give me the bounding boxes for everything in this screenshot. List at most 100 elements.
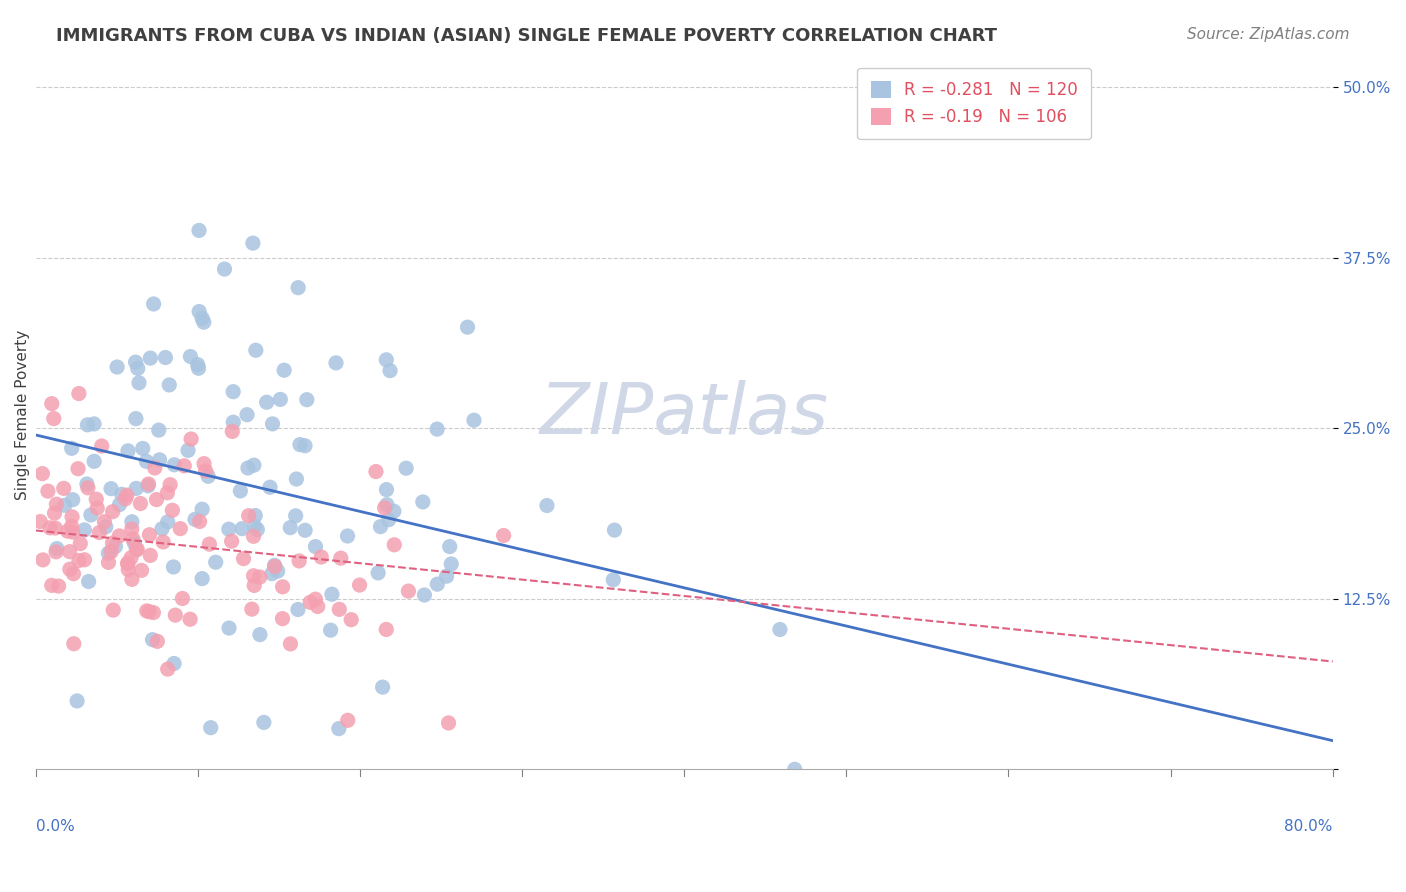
Cuba bbox=[77, 574, 100, 589]
Indian bbox=[188, 515, 211, 529]
Indian bbox=[37, 484, 59, 499]
Indian bbox=[280, 637, 302, 651]
Cuba bbox=[141, 632, 163, 647]
Cuba bbox=[218, 522, 240, 536]
Indian bbox=[328, 602, 350, 616]
Indian bbox=[101, 505, 124, 519]
Cuba bbox=[148, 453, 170, 467]
Cuba bbox=[60, 442, 83, 456]
Indian bbox=[159, 477, 181, 491]
Legend: R = -0.281   N = 120, R = -0.19   N = 106: R = -0.281 N = 120, R = -0.19 N = 106 bbox=[858, 68, 1091, 139]
Cuba bbox=[157, 378, 180, 392]
Cuba bbox=[111, 487, 134, 501]
Indian bbox=[249, 570, 271, 584]
Cuba bbox=[321, 587, 343, 601]
Cuba bbox=[287, 602, 309, 616]
Indian bbox=[129, 496, 152, 510]
Cuba bbox=[783, 762, 806, 776]
Indian bbox=[271, 612, 294, 626]
Cuba bbox=[263, 558, 285, 573]
Cuba bbox=[273, 363, 295, 377]
Cuba bbox=[83, 454, 105, 468]
Indian bbox=[121, 573, 143, 587]
Cuba bbox=[245, 343, 267, 358]
Indian bbox=[193, 457, 215, 471]
Indian bbox=[93, 515, 115, 529]
Cuba bbox=[117, 443, 139, 458]
Cuba bbox=[249, 627, 271, 641]
Indian bbox=[108, 529, 131, 543]
Indian bbox=[336, 714, 359, 728]
Text: 80.0%: 80.0% bbox=[1285, 819, 1333, 834]
Cuba bbox=[260, 566, 283, 581]
Indian bbox=[162, 503, 184, 517]
Cuba bbox=[436, 569, 458, 583]
Cuba bbox=[412, 495, 434, 509]
Text: IMMIGRANTS FROM CUBA VS INDIAN (ASIAN) SINGLE FEMALE POVERTY CORRELATION CHART: IMMIGRANTS FROM CUBA VS INDIAN (ASIAN) S… bbox=[56, 27, 997, 45]
Cuba bbox=[177, 443, 200, 458]
Cuba bbox=[463, 413, 485, 427]
Cuba bbox=[121, 515, 143, 529]
Cuba bbox=[287, 280, 309, 294]
Cuba bbox=[125, 411, 148, 425]
Cuba bbox=[150, 522, 173, 536]
Text: Source: ZipAtlas.com: Source: ZipAtlas.com bbox=[1187, 27, 1350, 42]
Indian bbox=[86, 501, 108, 516]
Indian bbox=[142, 606, 165, 620]
Cuba bbox=[191, 502, 214, 516]
Cuba bbox=[328, 722, 350, 736]
Cuba bbox=[125, 482, 148, 496]
Indian bbox=[340, 613, 363, 627]
Cuba bbox=[214, 262, 236, 277]
Cuba bbox=[395, 461, 418, 475]
Cuba bbox=[370, 519, 392, 533]
Indian bbox=[238, 508, 260, 523]
Indian bbox=[114, 491, 136, 506]
Indian bbox=[100, 544, 122, 558]
Cuba bbox=[136, 479, 159, 493]
Indian bbox=[45, 497, 67, 511]
Cuba bbox=[179, 350, 201, 364]
Cuba bbox=[294, 523, 316, 537]
Cuba bbox=[73, 523, 96, 537]
Cuba bbox=[66, 694, 89, 708]
Cuba bbox=[132, 442, 155, 456]
Cuba bbox=[382, 504, 405, 518]
Cuba bbox=[139, 351, 162, 365]
Indian bbox=[240, 602, 263, 616]
Cuba bbox=[262, 417, 284, 431]
Cuba bbox=[278, 521, 301, 535]
Indian bbox=[67, 386, 90, 401]
Indian bbox=[242, 529, 264, 543]
Indian bbox=[135, 604, 157, 618]
Indian bbox=[121, 522, 143, 536]
Indian bbox=[138, 477, 160, 491]
Cuba bbox=[45, 541, 67, 556]
Indian bbox=[44, 521, 66, 535]
Indian bbox=[492, 528, 515, 542]
Indian bbox=[45, 545, 67, 559]
Cuba bbox=[188, 304, 211, 318]
Indian bbox=[375, 623, 398, 637]
Indian bbox=[66, 461, 89, 475]
Cuba bbox=[242, 236, 264, 251]
Cuba bbox=[163, 657, 186, 671]
Indian bbox=[169, 522, 191, 536]
Indian bbox=[56, 524, 79, 538]
Indian bbox=[437, 715, 460, 730]
Cuba bbox=[193, 315, 215, 329]
Cuba bbox=[375, 498, 398, 512]
Cuba bbox=[97, 546, 120, 560]
Cuba bbox=[236, 408, 259, 422]
Cuba bbox=[375, 483, 398, 497]
Cuba bbox=[378, 364, 401, 378]
Cuba bbox=[128, 376, 150, 390]
Indian bbox=[288, 554, 311, 568]
Indian bbox=[309, 549, 332, 564]
Cuba bbox=[135, 454, 157, 468]
Indian bbox=[42, 411, 65, 425]
Indian bbox=[138, 605, 160, 619]
Indian bbox=[67, 553, 90, 567]
Cuba bbox=[197, 469, 219, 483]
Indian bbox=[263, 559, 285, 574]
